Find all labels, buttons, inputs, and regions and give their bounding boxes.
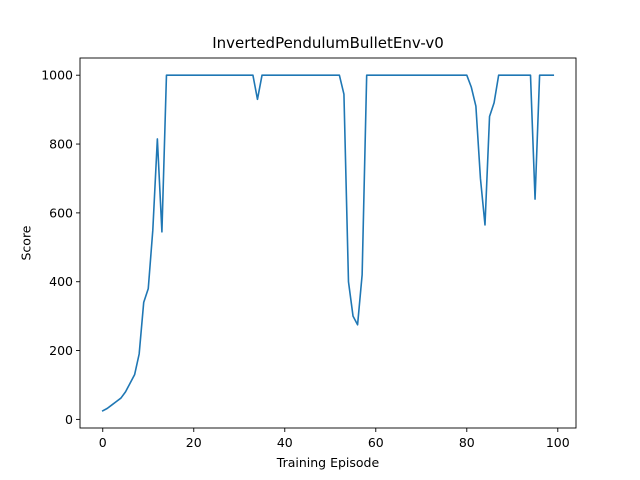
y-tick-label: 200 — [49, 343, 73, 358]
y-tick-label: 1000 — [41, 68, 73, 83]
x-tick-label: 80 — [459, 435, 475, 450]
x-tick-label: 60 — [368, 435, 384, 450]
y-tick-label: 600 — [49, 205, 73, 220]
y-tick-label: 400 — [49, 274, 73, 289]
x-axis-ticks: 0 20 40 60 80 100 — [99, 428, 570, 450]
score-line — [101, 74, 555, 412]
x-tick-label: 0 — [99, 435, 107, 450]
y-tick-label: 800 — [49, 136, 73, 151]
y-axis-label: Score — [18, 225, 33, 260]
axes-frame — [79, 57, 577, 429]
x-tick-label: 100 — [546, 435, 570, 450]
x-tick-label: 40 — [277, 435, 293, 450]
plot-area — [101, 74, 555, 412]
y-axis-ticks: 0 200 400 600 800 1000 — [41, 68, 80, 427]
chart-title: InvertedPendulumBulletEnv-v0 — [212, 34, 444, 52]
y-tick-label: 0 — [65, 412, 73, 427]
x-tick-label: 20 — [186, 435, 202, 450]
x-axis-label: Training Episode — [276, 455, 380, 470]
